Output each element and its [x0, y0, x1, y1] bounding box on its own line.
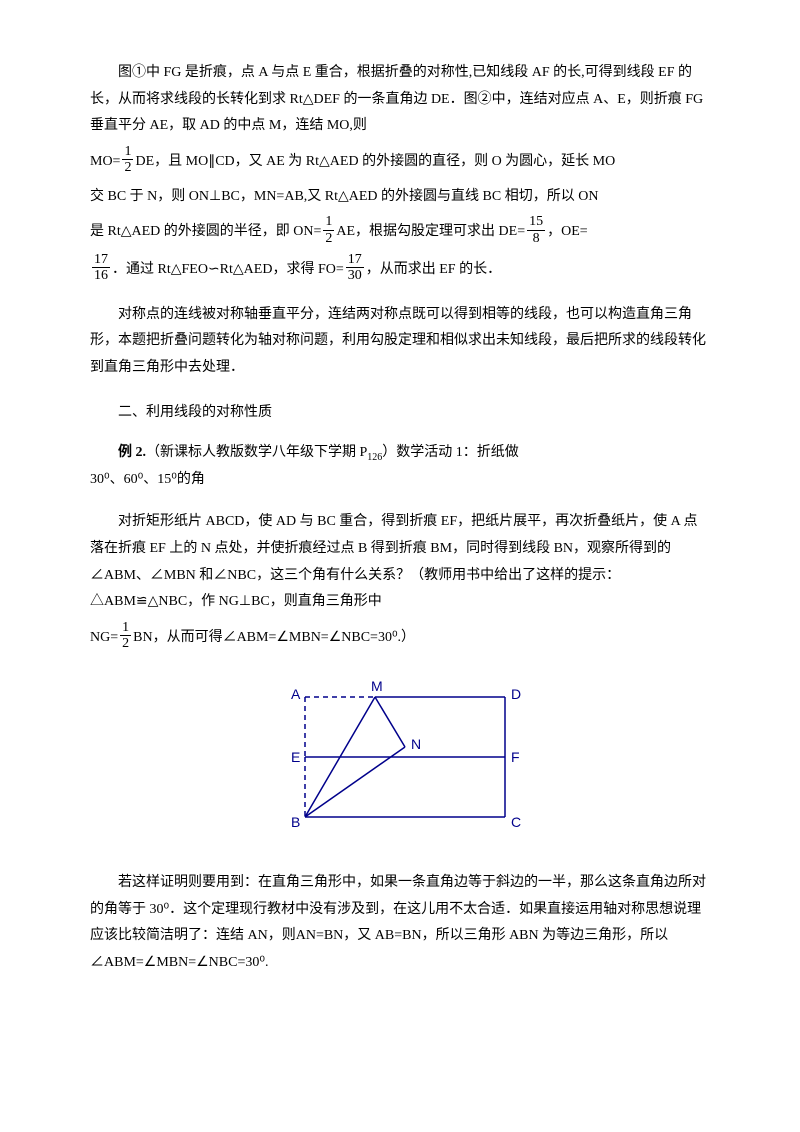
- svg-text:D: D: [511, 686, 521, 702]
- paragraph-2: MO=12DE，且 MO∥CD，又 AE 为 Rt△AED 的外接圆的直径，则 …: [90, 146, 710, 178]
- text: DE，且 MO∥CD，又 AE 为 Rt△AED 的外接圆的直径，则 O 为圆心…: [135, 154, 615, 169]
- text: 是 Rt△AED 的外接圆的半径，即 ON=: [90, 224, 321, 239]
- fraction-half-3: 12: [120, 620, 131, 652]
- example-label: 例 2.: [118, 445, 146, 460]
- text: MO=: [90, 154, 120, 169]
- example-2-line2: 30⁰、60⁰、15⁰的角: [90, 467, 710, 494]
- fraction-17-16: 1716: [92, 252, 110, 284]
- paragraph-9: 若这样证明则要用到：在直角三角形中，如果一条直角边等于斜边的一半，那么这条直角边…: [90, 870, 710, 976]
- paragraph-7: 对折矩形纸片 ABCD，使 AD 与 BC 重合，得到折痕 EF，把纸片展平，再…: [90, 509, 710, 615]
- svg-text:C: C: [511, 814, 521, 830]
- paragraph-5: 1716．通过 Rt△FEO∽Rt△AED，求得 FO=1730，从而求出 EF…: [90, 254, 710, 286]
- svg-text:B: B: [291, 814, 300, 830]
- subscript: 126: [367, 452, 382, 463]
- text: ，OE=: [547, 224, 588, 239]
- paragraph-3: 交 BC 于 N，则 ON⊥BC，MN=AB,又 Rt△AED 的外接圆与直线 …: [90, 184, 710, 211]
- paragraph-1: 图①中 FG 是折痕，点 A 与点 E 重合，根据折叠的对称性,已知线段 AF …: [90, 60, 710, 140]
- text: ）数学活动 1：折纸做: [382, 445, 519, 460]
- text: NG=: [90, 630, 118, 645]
- text: ，从而求出 EF 的长．: [366, 262, 501, 277]
- text: BN，从而可得∠ABM=∠MBN=∠NBC=30⁰.）: [133, 630, 415, 645]
- fraction-half-2: 12: [323, 214, 334, 246]
- svg-text:F: F: [511, 749, 520, 765]
- paragraph-8: NG=12BN，从而可得∠ABM=∠MBN=∠NBC=30⁰.）: [90, 622, 710, 654]
- fold-diagram-svg: A D B C E F M N: [250, 672, 550, 842]
- svg-text:E: E: [291, 749, 300, 765]
- section-2-title: 二、利用线段的对称性质: [90, 400, 710, 427]
- svg-text:N: N: [411, 736, 421, 752]
- fraction-17-30: 1730: [346, 252, 364, 284]
- svg-text:A: A: [291, 686, 301, 702]
- text: （新课标人教版数学八年级下学期 P: [146, 445, 367, 460]
- figure-rectangle-fold: A D B C E F M N: [90, 672, 710, 853]
- svg-text:M: M: [371, 678, 383, 694]
- fraction-half-1: 12: [122, 144, 133, 176]
- paragraph-6: 对称点的连线被对称轴垂直平分，连结两对称点既可以得到相等的线段，也可以构造直角三…: [90, 302, 710, 382]
- text: AE，根据勾股定理可求出 DE=: [336, 224, 525, 239]
- text: ．通过 Rt△FEO∽Rt△AED，求得 FO=: [112, 262, 344, 277]
- paragraph-4: 是 Rt△AED 的外接圆的半径，即 ON=12AE，根据勾股定理可求出 DE=…: [90, 216, 710, 248]
- fraction-15-8: 158: [527, 214, 545, 246]
- example-2-head: 例 2.（新课标人教版数学八年级下学期 P126）数学活动 1：折纸做: [90, 440, 710, 467]
